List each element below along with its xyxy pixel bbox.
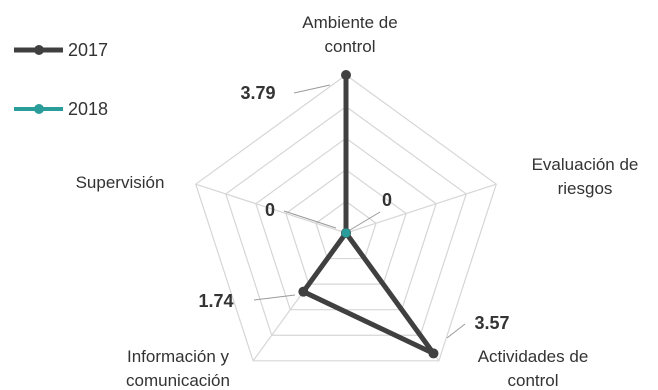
axis-labels: Ambiente de control Evaluación de riesgos Ac… <box>76 13 639 390</box>
series-2017 <box>298 70 439 359</box>
data-label: 1.74 <box>198 291 233 311</box>
data-label-leader <box>446 323 466 339</box>
legend-marker <box>34 45 44 55</box>
legend-item-2018: 2018 <box>14 99 108 119</box>
legend: 2017 2018 <box>14 40 108 119</box>
series-2018 <box>341 228 351 238</box>
data-point <box>428 348 439 359</box>
data-point <box>341 228 351 238</box>
data-label-leader <box>283 210 337 229</box>
axis-label: Información y comunicación <box>126 347 230 390</box>
axis-label: Ambiente de control <box>302 13 397 56</box>
data-label-leader <box>253 294 296 301</box>
grid-ring <box>195 74 497 362</box>
data-label: 3.79 <box>240 83 275 103</box>
axis-label: Evaluación de riesgos <box>532 155 639 198</box>
data-label-leader <box>349 211 381 231</box>
data-point <box>298 286 309 297</box>
legend-marker <box>34 104 44 114</box>
axis-spoke <box>345 183 497 234</box>
grid-ring <box>285 169 407 285</box>
legend-item-2017: 2017 <box>14 40 108 60</box>
grid-ring <box>225 105 467 336</box>
data-label: 3.57 <box>474 313 509 333</box>
data-label: 0 <box>265 200 275 220</box>
data-label-leader <box>293 84 331 94</box>
radar-series <box>298 70 439 359</box>
series-line <box>300 72 436 356</box>
axis-label: Supervisión <box>76 173 165 192</box>
axis-spoke <box>195 183 347 234</box>
axis-label: Actividades de control <box>478 347 589 390</box>
grid-ring <box>315 200 377 260</box>
data-labels: 3.79 0 3.57 1.74 0 <box>198 83 510 339</box>
legend-label: 2017 <box>68 40 108 60</box>
legend-label: 2018 <box>68 99 108 119</box>
data-label: 0 <box>382 190 392 210</box>
data-point <box>341 70 351 80</box>
